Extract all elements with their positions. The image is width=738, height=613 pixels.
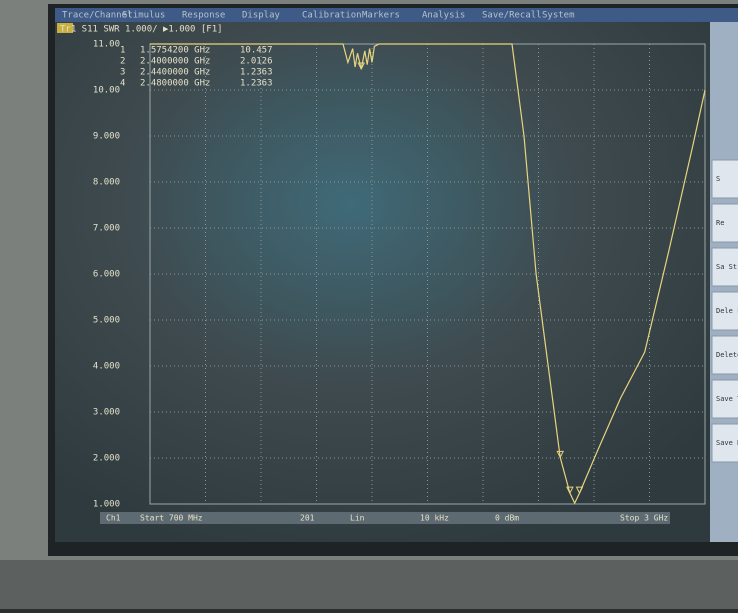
- marker-id: 3: [120, 68, 125, 78]
- menu-item[interactable]: Display: [242, 11, 281, 21]
- status-item: 201: [300, 514, 315, 523]
- marker-id: 1: [120, 46, 125, 56]
- y-tick-label: 1.000: [93, 500, 120, 510]
- marker-value: 1.2363: [240, 68, 273, 78]
- status-item: Ch1: [106, 514, 121, 523]
- marker: [556, 450, 565, 459]
- softkey-label: Re: [716, 219, 724, 227]
- marker-id: 2: [120, 57, 125, 67]
- bezel-bottom: [0, 560, 738, 609]
- status-item: 10 kHz: [420, 514, 449, 523]
- y-tick-label: 10.00: [93, 86, 120, 96]
- marker-value: 1.2363: [240, 79, 273, 89]
- menu-item[interactable]: Trace/Channel: [62, 11, 132, 21]
- y-tick-label: 9.000: [93, 132, 120, 142]
- menu-item[interactable]: Analysis: [422, 11, 465, 21]
- marker-freq: 1.5754200 GHz: [140, 46, 210, 56]
- softkey[interactable]: [711, 247, 738, 287]
- softkey-label: Save Tra: [716, 395, 738, 403]
- marker-value: 2.0126: [240, 57, 273, 67]
- status-item: Lin: [350, 514, 365, 523]
- status-item: 0 dBm: [495, 514, 519, 523]
- softkey-label: Save Dat Touchston: [716, 439, 738, 447]
- y-tick-label: 2.000: [93, 454, 120, 464]
- marker: [357, 62, 366, 71]
- y-tick-label: 6.000: [93, 270, 120, 280]
- softkey[interactable]: [711, 423, 738, 463]
- y-tick-label: 11.00: [93, 40, 120, 50]
- softkey-label: Dele F: [716, 307, 738, 315]
- menu-item[interactable]: Stimulus: [122, 11, 165, 21]
- marker-freq: 2.4800000 GHz: [140, 79, 210, 89]
- trace: [150, 43, 706, 505]
- softkey[interactable]: [711, 159, 738, 199]
- marker-freq: 2.4400000 GHz: [140, 68, 210, 78]
- y-tick-label: 5.000: [93, 316, 120, 326]
- softkey[interactable]: [711, 335, 738, 375]
- display: [55, 22, 710, 542]
- softkey[interactable]: [711, 379, 738, 419]
- marker-id: 4: [120, 79, 125, 89]
- menu-bar: [55, 8, 738, 22]
- menu-item[interactable]: Save/Recall: [482, 11, 542, 21]
- y-tick-label: 7.000: [93, 224, 120, 234]
- y-tick-label: 8.000: [93, 178, 120, 188]
- menu-item[interactable]: System: [542, 11, 575, 21]
- softkey[interactable]: [711, 203, 738, 243]
- marker: [566, 486, 574, 495]
- trace-header: Tr1 S11 SWR 1.000/ ▶1.000 [F1]: [60, 25, 223, 35]
- y-tick-label: 3.000: [93, 408, 120, 418]
- menu-item[interactable]: Markers: [362, 11, 400, 21]
- status-item: Stop 3 GHz: [620, 514, 668, 523]
- menu-item[interactable]: Calibration: [302, 11, 362, 21]
- marker-value: 10.457: [240, 46, 273, 56]
- y-tick-label: 4.000: [93, 362, 120, 372]
- marker: [575, 486, 584, 495]
- softkey-label: Sa St: [716, 263, 737, 271]
- status-item: Start 700 MHz: [140, 514, 203, 523]
- softkey-label: S: [716, 175, 720, 183]
- softkey[interactable]: [711, 291, 738, 331]
- softkey-label: Delete Fi: [716, 351, 738, 359]
- menu-item[interactable]: Response: [182, 11, 225, 21]
- marker-freq: 2.4000000 GHz: [140, 57, 210, 67]
- trace-tag: [57, 23, 73, 33]
- status-bar: [100, 512, 670, 524]
